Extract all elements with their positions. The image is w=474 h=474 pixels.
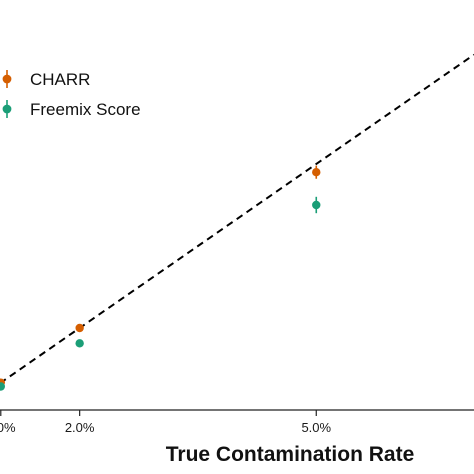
legend-label: Freemix Score bbox=[30, 100, 141, 119]
x-tick-label: 5.0% bbox=[301, 420, 331, 435]
data-point-charr bbox=[312, 168, 321, 177]
data-point-charr bbox=[75, 323, 84, 333]
x-axis-ticks: 1.0% 2.0% 5.0% bbox=[0, 410, 332, 435]
legend: CHARR Freemix Score bbox=[2, 70, 141, 119]
data-point-freemix-score bbox=[0, 382, 5, 391]
data-points bbox=[0, 165, 321, 391]
x-tick-label: 1.0% bbox=[0, 420, 16, 435]
data-point-freemix-score bbox=[312, 200, 321, 210]
legend-label: CHARR bbox=[30, 70, 90, 89]
legend-key-point bbox=[2, 74, 12, 84]
data-point-freemix-score bbox=[75, 339, 84, 348]
legend-key-point bbox=[2, 104, 12, 114]
x-axis-title: True Contamination Rate bbox=[166, 443, 415, 466]
x-tick-label: 2.0% bbox=[65, 420, 95, 435]
